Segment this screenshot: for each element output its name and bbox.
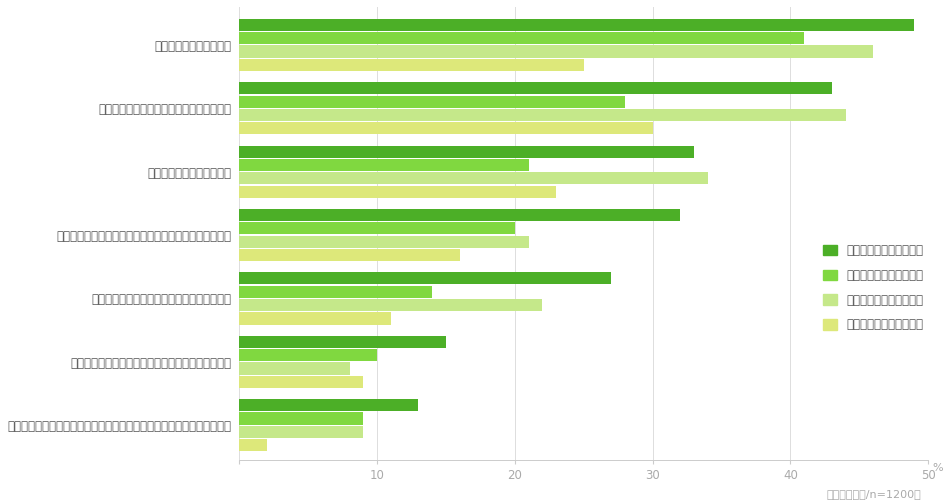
Bar <box>239 286 432 298</box>
Text: %: % <box>933 463 943 473</box>
Text: （複数回答可/n=1200）: （複数回答可/n=1200） <box>826 489 922 499</box>
Bar <box>239 82 832 94</box>
Bar <box>239 45 873 58</box>
Bar <box>239 425 363 438</box>
Bar <box>239 222 515 234</box>
Bar <box>239 412 363 424</box>
Bar <box>239 59 583 71</box>
Bar <box>239 109 846 121</box>
Bar <box>239 349 377 361</box>
Bar <box>239 272 612 284</box>
Bar <box>239 375 363 388</box>
Legend: 共働き・テレワークあり, 共働き・テレワークなし, 片働き・テレワークあり, 片働き・テレワークなし: 共働き・テレワークあり, 共働き・テレワークなし, 片働き・テレワークあり, 片… <box>817 238 929 337</box>
Bar <box>239 172 708 184</box>
Bar <box>239 399 418 411</box>
Bar <box>239 299 542 311</box>
Bar <box>239 439 267 451</box>
Bar <box>239 249 460 261</box>
Bar <box>239 312 390 325</box>
Bar <box>239 146 694 158</box>
Bar <box>239 209 680 221</box>
Bar <box>239 32 805 44</box>
Bar <box>239 235 528 248</box>
Bar <box>239 122 653 135</box>
Bar <box>239 362 350 374</box>
Bar <box>239 336 446 348</box>
Bar <box>239 159 528 171</box>
Bar <box>239 185 556 198</box>
Bar <box>239 95 625 108</box>
Bar <box>239 19 915 31</box>
